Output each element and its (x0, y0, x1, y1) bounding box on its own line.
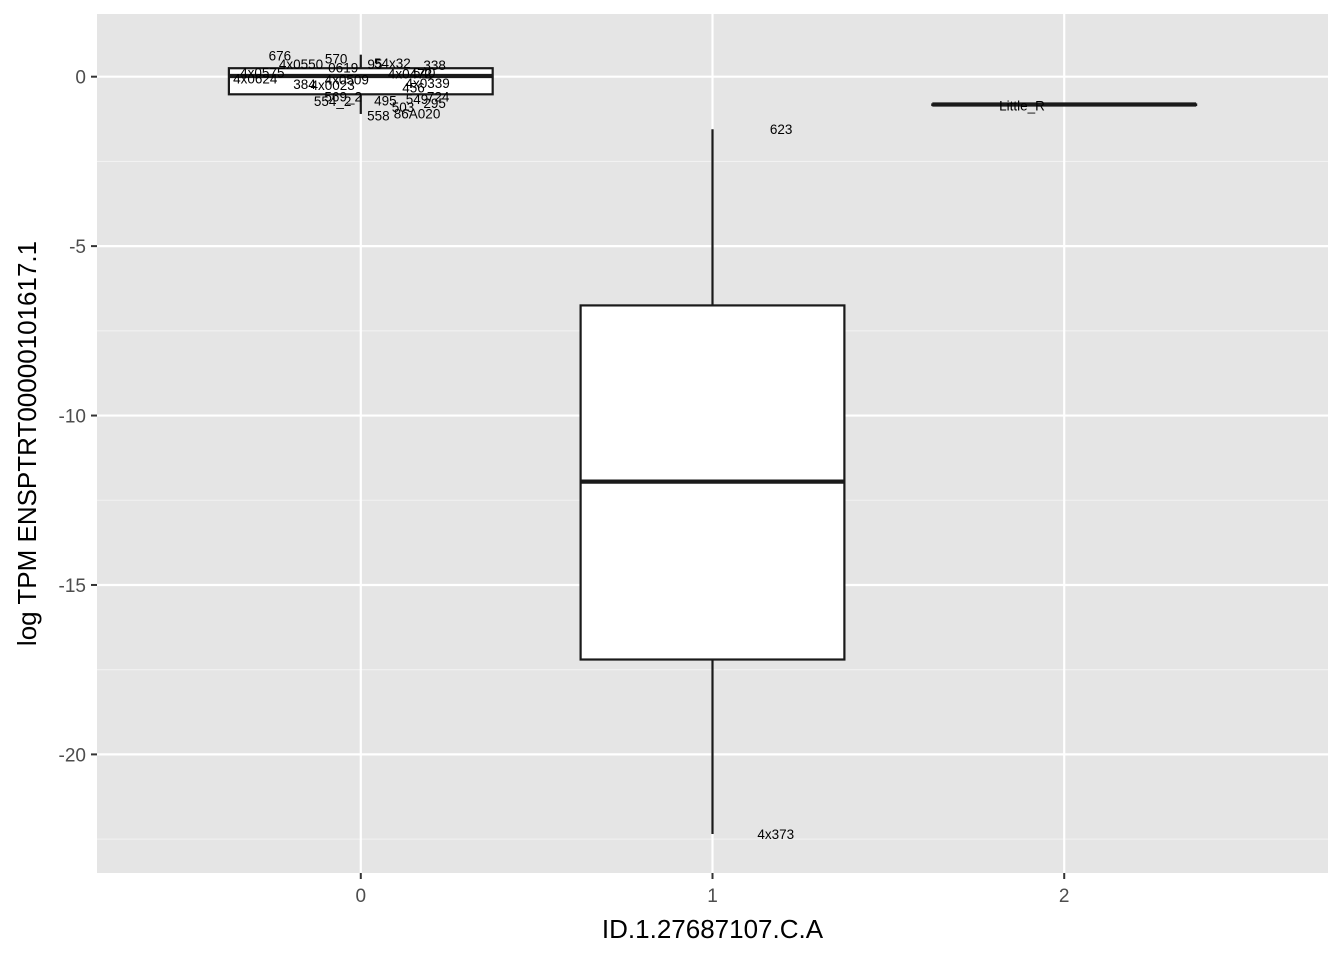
point-label: 456 (402, 81, 425, 96)
point-label: 724 (427, 89, 450, 104)
x-tick-label: 2 (1059, 886, 1070, 907)
point-label: 384 (293, 77, 316, 92)
point-label: 4x0624 (233, 71, 278, 86)
point-label: 4x0550 (279, 57, 323, 72)
y-tick-label: 0 (75, 68, 86, 89)
point-label: Little_R (999, 98, 1045, 113)
point-label: 4x0339 (405, 76, 449, 91)
point-label: 570 (325, 51, 348, 66)
point-label: 549 (406, 92, 429, 107)
x-axis: 0 1 2 (355, 873, 1070, 907)
x-tick-label: 1 (707, 886, 718, 907)
point-label: 540 (413, 66, 436, 81)
point-label: 95 (367, 57, 382, 72)
point-label: 495 (374, 93, 397, 108)
point-label: 54x32 (374, 56, 411, 71)
point-label: 569_2 (324, 89, 362, 104)
y-tick-label: -20 (59, 745, 86, 766)
point-label: 554_2 (314, 94, 352, 109)
box-1 (579, 129, 846, 835)
point-label: 4x373 (757, 827, 794, 842)
box-group (227, 54, 1198, 835)
x-tick-label: 0 (355, 886, 366, 907)
y-tick-label: -15 (59, 576, 86, 597)
point-label: 0619 (328, 61, 358, 76)
point-label: 4x0472 (388, 66, 432, 81)
y-tick-label: -10 (59, 407, 86, 428)
point-label: 4x0509 (325, 72, 369, 87)
box-2 (931, 102, 1198, 107)
point-label: 676 (269, 49, 292, 64)
box-0 (227, 54, 494, 114)
point-label: 86A020 (394, 106, 441, 121)
point-label: 295 (423, 96, 446, 111)
point-label: 623 (770, 122, 793, 137)
point-label: 338 (423, 58, 446, 73)
point-label: 4x0023 (311, 78, 355, 93)
point-label: 558 (367, 109, 390, 124)
point-label: 4x0575 (240, 66, 284, 81)
point-label: 503 (392, 100, 415, 115)
box-body (227, 67, 494, 96)
y-axis-title: log TPM ENSPTRT00000101617.1 (12, 241, 42, 646)
y-tick-label: -5 (69, 237, 86, 258)
y-axis: 0 -5 -10 -15 -20 (59, 68, 97, 766)
x-axis-title: ID.1.27687107.C.A (602, 914, 824, 944)
